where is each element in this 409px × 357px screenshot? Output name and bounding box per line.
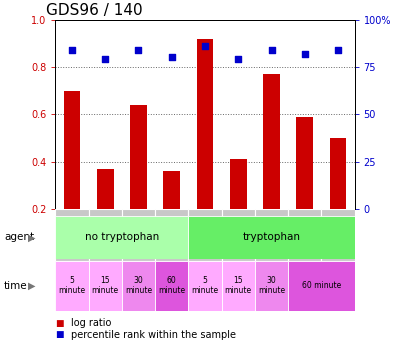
Text: GSM532: GSM532: [233, 217, 242, 252]
Text: GSM531: GSM531: [200, 217, 209, 252]
Text: GSM516: GSM516: [101, 217, 110, 252]
Text: GSM517: GSM517: [134, 217, 143, 252]
Bar: [188, 209, 221, 261]
Point: [135, 47, 142, 53]
Bar: [263, 74, 279, 209]
Bar: [188, 261, 221, 311]
Text: log ratio: log ratio: [71, 318, 111, 328]
Text: GSM515: GSM515: [67, 217, 76, 252]
Bar: [97, 169, 113, 209]
Text: tryptophan: tryptophan: [242, 232, 300, 242]
Text: 60
minute: 60 minute: [158, 276, 185, 295]
Text: GSM565: GSM565: [333, 217, 342, 252]
Bar: [88, 261, 121, 311]
Bar: [130, 105, 146, 209]
Text: 15
minute: 15 minute: [224, 276, 251, 295]
Bar: [288, 209, 321, 261]
Bar: [155, 261, 188, 311]
Bar: [196, 39, 213, 209]
Bar: [221, 209, 254, 261]
Bar: [121, 209, 155, 261]
Point: [234, 56, 241, 62]
Bar: [88, 209, 121, 261]
Bar: [188, 216, 354, 259]
Text: 5
minute: 5 minute: [58, 276, 85, 295]
Bar: [296, 117, 312, 209]
Text: 30
minute: 30 minute: [257, 276, 284, 295]
Bar: [55, 216, 188, 259]
Text: agent: agent: [4, 232, 34, 242]
Text: 30
minute: 30 minute: [125, 276, 152, 295]
Point: [201, 43, 208, 49]
Text: 5
minute: 5 minute: [191, 276, 218, 295]
Point: [334, 47, 340, 53]
Bar: [55, 261, 88, 311]
Text: GSM519: GSM519: [167, 217, 176, 252]
Text: GSM534: GSM534: [299, 217, 308, 252]
Bar: [121, 261, 155, 311]
Bar: [221, 261, 254, 311]
Bar: [288, 261, 354, 311]
Text: ■: ■: [55, 330, 64, 339]
Text: percentile rank within the sample: percentile rank within the sample: [71, 330, 235, 340]
Text: GSM533: GSM533: [266, 217, 275, 252]
Text: ■: ■: [55, 318, 64, 328]
Bar: [229, 159, 246, 209]
Bar: [254, 261, 288, 311]
Bar: [321, 209, 354, 261]
Text: ▶: ▶: [28, 232, 35, 242]
Point: [168, 55, 175, 60]
Text: 15
minute: 15 minute: [92, 276, 119, 295]
Point: [267, 47, 274, 53]
Bar: [55, 209, 88, 261]
Bar: [163, 171, 180, 209]
Text: ▶: ▶: [28, 281, 35, 291]
Text: time: time: [4, 281, 28, 291]
Text: no tryptophan: no tryptophan: [85, 232, 159, 242]
Bar: [254, 209, 288, 261]
Point: [102, 56, 108, 62]
Bar: [155, 209, 188, 261]
Point: [301, 51, 307, 56]
Point: [69, 47, 75, 53]
Text: 60 minute: 60 minute: [301, 281, 340, 290]
Bar: [329, 138, 346, 209]
Text: GDS96 / 140: GDS96 / 140: [46, 4, 143, 19]
Bar: [63, 91, 80, 209]
